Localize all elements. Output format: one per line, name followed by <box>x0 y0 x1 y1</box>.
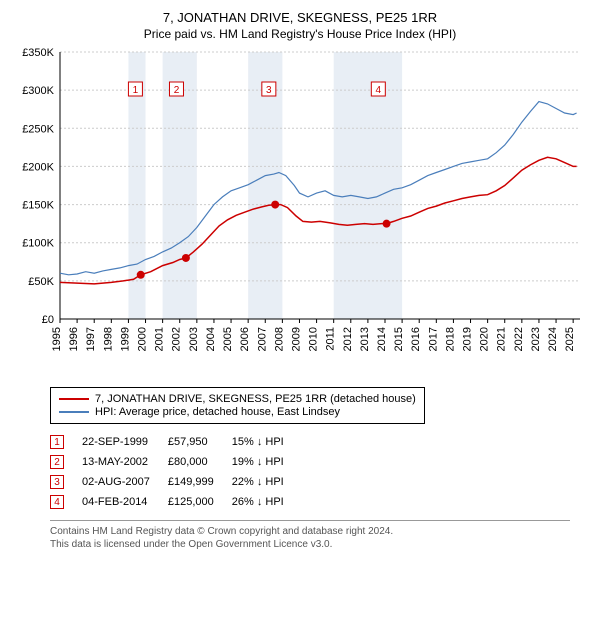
tx-price: £57,950 <box>168 432 232 452</box>
svg-text:1995: 1995 <box>51 327 63 351</box>
svg-text:£100K: £100K <box>22 238 54 250</box>
svg-text:2007: 2007 <box>256 327 268 351</box>
svg-text:4: 4 <box>376 85 382 96</box>
svg-text:£250K: £250K <box>22 123 54 135</box>
svg-text:2009: 2009 <box>290 327 302 351</box>
tx-date: 02-AUG-2007 <box>82 472 168 492</box>
svg-text:2022: 2022 <box>513 327 525 351</box>
svg-text:£300K: £300K <box>22 85 54 97</box>
tx-marker-icon: 2 <box>50 455 64 469</box>
svg-text:2005: 2005 <box>222 327 234 351</box>
chart-legend: 7, JONATHAN DRIVE, SKEGNESS, PE25 1RR (d… <box>50 387 425 424</box>
tx-diff: 22% ↓ HPI <box>232 472 302 492</box>
transaction-row: 3 02-AUG-2007£149,99922% ↓ HPI <box>50 472 302 492</box>
legend-series-2: HPI: Average price, detached house, East… <box>95 406 340 418</box>
tx-price: £80,000 <box>168 452 232 472</box>
svg-text:2014: 2014 <box>376 327 388 351</box>
svg-text:1999: 1999 <box>119 327 131 351</box>
svg-text:2024: 2024 <box>547 327 559 351</box>
svg-text:2: 2 <box>174 85 180 96</box>
svg-text:2003: 2003 <box>188 327 200 351</box>
legend-series-1: 7, JONATHAN DRIVE, SKEGNESS, PE25 1RR (d… <box>95 393 416 405</box>
svg-text:2002: 2002 <box>171 327 183 351</box>
svg-text:2017: 2017 <box>427 327 439 351</box>
svg-text:2018: 2018 <box>444 327 456 351</box>
transaction-row: 2 13-MAY-2002£80,00019% ↓ HPI <box>50 452 302 472</box>
svg-text:£50K: £50K <box>28 276 54 288</box>
tx-diff: 26% ↓ HPI <box>232 492 302 512</box>
svg-text:2015: 2015 <box>393 327 405 351</box>
svg-text:2011: 2011 <box>325 327 337 351</box>
svg-text:3: 3 <box>266 85 272 96</box>
svg-text:2021: 2021 <box>496 327 508 351</box>
svg-text:1: 1 <box>133 85 139 96</box>
svg-text:1998: 1998 <box>102 327 114 351</box>
svg-text:2020: 2020 <box>479 327 491 351</box>
tx-marker-icon: 1 <box>50 435 64 449</box>
tx-price: £149,999 <box>168 472 232 492</box>
chart-subtitle: Price paid vs. HM Land Registry's House … <box>10 27 590 41</box>
svg-text:2006: 2006 <box>239 327 251 351</box>
svg-text:2012: 2012 <box>342 327 354 351</box>
svg-text:2023: 2023 <box>530 327 542 351</box>
svg-text:1997: 1997 <box>85 327 97 351</box>
tx-price: £125,000 <box>168 492 232 512</box>
svg-text:£150K: £150K <box>22 200 54 212</box>
svg-text:1996: 1996 <box>68 327 80 351</box>
tx-diff: 15% ↓ HPI <box>232 432 302 452</box>
transaction-table: 1 22-SEP-1999£57,95015% ↓ HPI 2 13-MAY-2002… <box>50 432 302 512</box>
svg-text:£200K: £200K <box>22 161 54 173</box>
transaction-row: 4 04-FEB-2014£125,00026% ↓ HPI <box>50 492 302 512</box>
svg-text:2025: 2025 <box>564 327 576 351</box>
svg-text:2008: 2008 <box>273 327 285 351</box>
tx-marker-icon: 4 <box>50 495 64 509</box>
svg-text:2010: 2010 <box>308 327 320 351</box>
svg-text:£350K: £350K <box>22 47 54 59</box>
tx-diff: 19% ↓ HPI <box>232 452 302 472</box>
tx-date: 13-MAY-2002 <box>82 452 168 472</box>
tx-date: 04-FEB-2014 <box>82 492 168 512</box>
svg-text:2016: 2016 <box>410 327 422 351</box>
line-chart: £0 £50K £100K £150K £200K £250K £300K £350K 1995… <box>10 47 590 377</box>
svg-text:2013: 2013 <box>359 327 371 351</box>
tx-date: 22-SEP-1999 <box>82 432 168 452</box>
transaction-row: 1 22-SEP-1999£57,95015% ↓ HPI <box>50 432 302 452</box>
svg-text:£0: £0 <box>42 314 54 326</box>
chart-title: 7, JONATHAN DRIVE, SKEGNESS, PE25 1RR <box>10 10 590 25</box>
svg-text:2004: 2004 <box>205 327 217 351</box>
chart-footer: Contains HM Land Registry data © Crown c… <box>50 520 570 551</box>
svg-text:2019: 2019 <box>462 327 474 351</box>
svg-text:2000: 2000 <box>137 327 149 351</box>
tx-marker-icon: 3 <box>50 475 64 489</box>
svg-text:2001: 2001 <box>154 327 166 351</box>
